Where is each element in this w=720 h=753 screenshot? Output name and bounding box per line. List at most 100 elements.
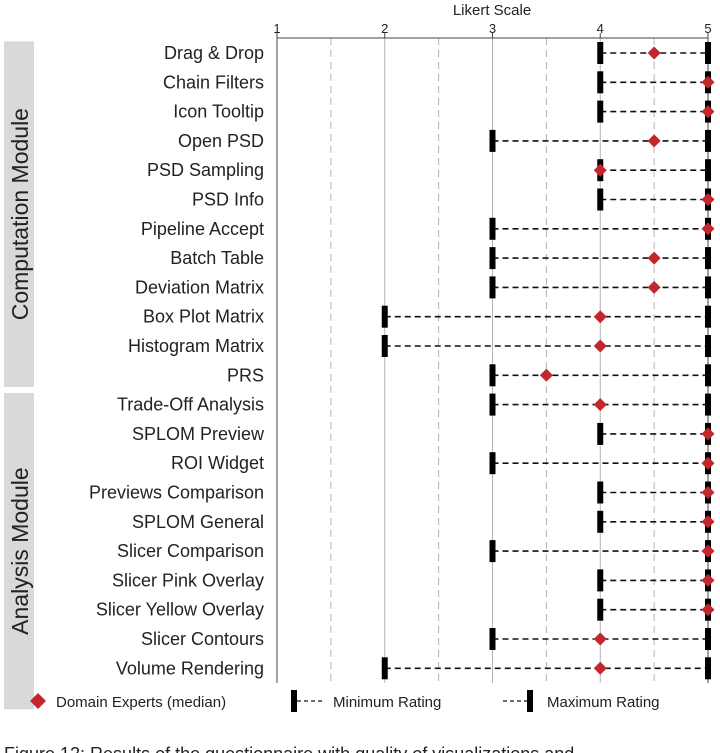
row-slicer-contours: Slicer Contours <box>141 628 711 650</box>
median-marker <box>539 368 553 382</box>
row-chain-filters: Chain Filters <box>163 71 715 94</box>
row-roi-widget: ROI Widget <box>171 452 715 475</box>
row-label: PSD Info <box>192 190 264 210</box>
axis-title: Likert Scale <box>453 2 531 19</box>
row-label: Previews Comparison <box>89 483 264 503</box>
row-box-plot-matrix: Box Plot Matrix <box>143 305 711 328</box>
row-deviation-matrix: Deviation Matrix <box>135 276 711 299</box>
legend-median-marker <box>30 693 46 709</box>
min-bar <box>489 276 496 299</box>
min-bar <box>597 569 604 592</box>
caption-fragment: Figure 12: Results of the questionnaire … <box>4 744 574 753</box>
min-bar <box>489 217 496 240</box>
median-marker <box>701 75 715 89</box>
row-label: Deviation Matrix <box>135 277 264 297</box>
min-bar <box>489 364 496 387</box>
min-bar <box>597 481 604 504</box>
max-bar <box>705 364 711 387</box>
row-label: SPLOM Preview <box>132 424 265 444</box>
median-marker <box>701 193 715 206</box>
group-label: Computation Module <box>7 108 33 320</box>
row-label: Volume Rendering <box>116 658 264 678</box>
legend-max-label: Maximum Rating <box>547 694 660 711</box>
legend-median-label: Domain Experts (median) <box>56 694 226 711</box>
max-bar <box>705 628 711 650</box>
tick-label: 2 <box>381 21 388 36</box>
row-slicer-yellow-overlay: Slicer Yellow Overlay <box>96 598 715 621</box>
median-marker <box>701 544 715 558</box>
median-marker <box>593 163 607 177</box>
row-label: Batch Table <box>170 248 264 268</box>
min-bar <box>381 335 388 357</box>
median-marker <box>593 661 607 675</box>
row-histogram-matrix: Histogram Matrix <box>128 335 711 357</box>
row-label: Slicer Comparison <box>117 541 264 561</box>
row-trade-off-analysis: Trade-Off Analysis <box>117 393 711 416</box>
median-marker <box>701 105 715 119</box>
tick-label: 1 <box>273 21 280 36</box>
row-splom-preview: SPLOM Preview <box>132 422 715 445</box>
row-label: Pipeline Accept <box>141 219 264 239</box>
row-psd-info: PSD Info <box>192 188 715 211</box>
max-bar <box>705 276 711 299</box>
max-bar <box>705 305 711 328</box>
group-label: Analysis Module <box>7 467 33 634</box>
row-drag-drop: Drag & Drop <box>164 42 711 64</box>
row-label: Histogram Matrix <box>128 336 264 356</box>
min-bar <box>597 42 604 64</box>
median-marker <box>593 398 607 412</box>
row-previews-comparison: Previews Comparison <box>89 481 715 504</box>
row-open-psd: Open PSD <box>178 129 711 152</box>
group-band <box>4 41 34 387</box>
min-bar <box>381 305 388 328</box>
row-pipeline-accept: Pipeline Accept <box>141 217 715 240</box>
row-label: Slicer Contours <box>141 629 264 649</box>
max-bar <box>705 247 711 270</box>
row-slicer-comparison: Slicer Comparison <box>117 540 715 563</box>
row-batch-table: Batch Table <box>170 247 711 270</box>
row-slicer-pink-overlay: Slicer Pink Overlay <box>112 569 715 592</box>
median-marker <box>701 222 715 236</box>
min-bar <box>489 393 496 416</box>
row-label: Drag & Drop <box>164 43 264 63</box>
min-bar <box>597 188 604 211</box>
tick-label: 5 <box>704 21 711 36</box>
row-splom-general: SPLOM General <box>132 510 715 533</box>
row-label: Chain Filters <box>163 72 264 92</box>
median-marker <box>647 280 661 294</box>
min-bar <box>597 598 604 621</box>
row-volume-rendering: Volume Rendering <box>116 657 711 680</box>
median-marker <box>701 427 715 441</box>
row-label: Icon Tooltip <box>173 102 264 122</box>
row-label: Box Plot Matrix <box>143 307 264 327</box>
row-psd-sampling: PSD Sampling <box>147 159 711 182</box>
max-bar <box>705 393 711 416</box>
median-marker <box>593 310 607 324</box>
row-prs: PRS <box>227 364 711 387</box>
max-bar <box>705 335 711 357</box>
min-bar <box>489 129 496 152</box>
median-marker <box>701 573 715 587</box>
legend: Domain Experts (median) Minimum Rating Max… <box>4 690 660 753</box>
median-marker <box>701 486 715 499</box>
group-bands: Computation Module Analysis Module <box>4 41 34 710</box>
median-marker <box>647 134 661 148</box>
max-bar <box>705 42 711 64</box>
min-bar <box>489 247 496 270</box>
median-marker <box>593 339 607 353</box>
row-label: SPLOM General <box>132 512 264 532</box>
row-label: Slicer Pink Overlay <box>112 570 264 590</box>
max-bar <box>705 129 711 152</box>
group-band <box>4 392 34 710</box>
min-bar <box>597 71 604 94</box>
row-label: ROI Widget <box>171 453 264 473</box>
row-label: PRS <box>227 365 264 385</box>
max-bar <box>705 657 711 680</box>
median-marker <box>701 515 715 529</box>
min-bar <box>489 540 496 563</box>
median-marker <box>647 251 661 265</box>
tick-label: 4 <box>597 21 604 36</box>
median-marker <box>593 632 607 646</box>
max-bar <box>705 159 711 182</box>
